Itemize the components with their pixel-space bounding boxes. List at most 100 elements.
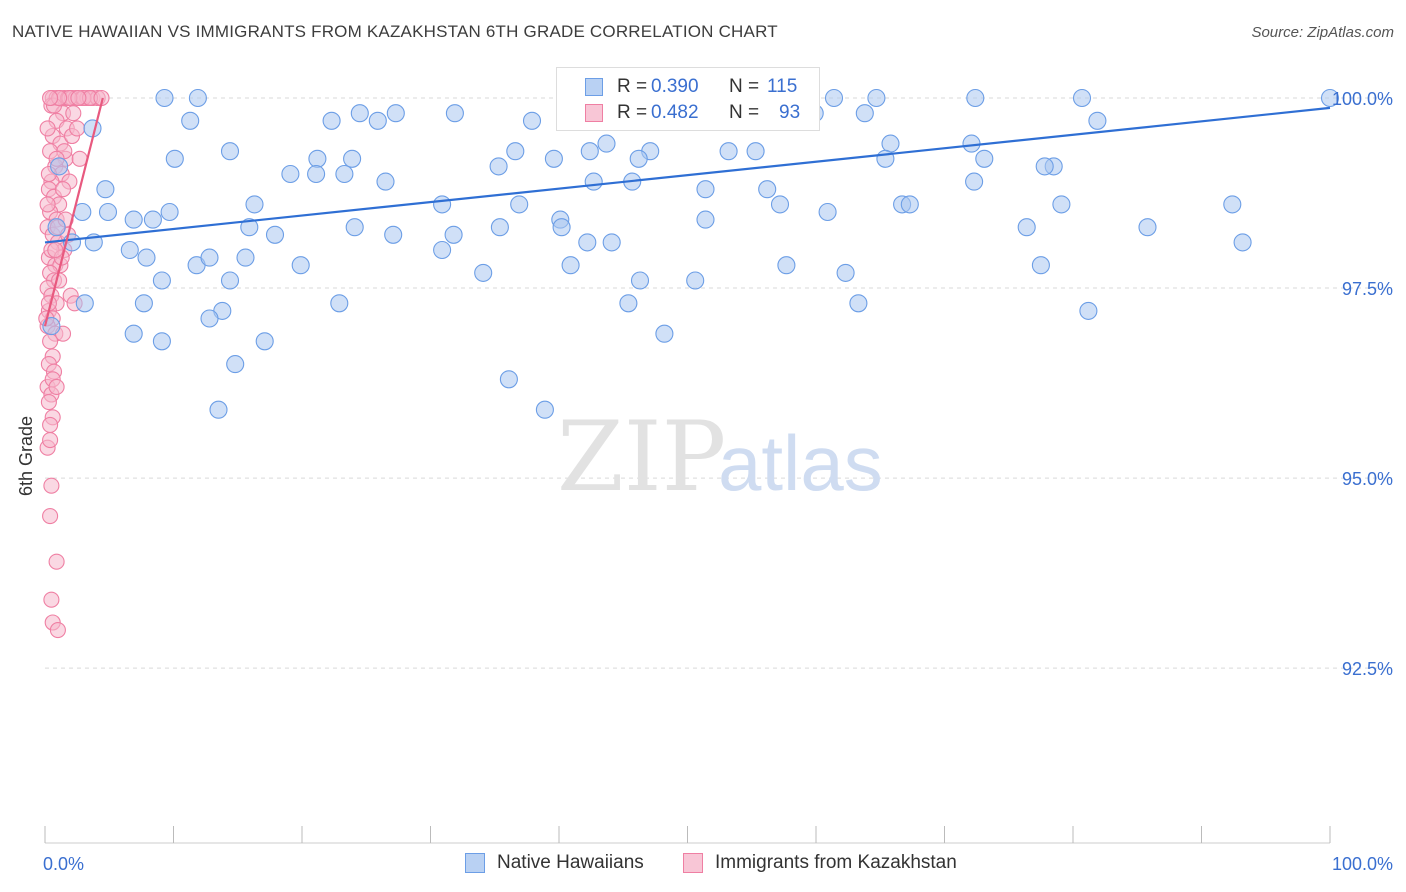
data-point-native-hawaiian bbox=[490, 218, 509, 237]
data-point-native-hawaiian bbox=[345, 218, 364, 237]
data-point-native-hawaiian bbox=[489, 157, 508, 176]
axes bbox=[44, 826, 1331, 844]
data-point-native-hawaiian bbox=[152, 271, 171, 290]
data-point-native-hawaiian bbox=[200, 248, 219, 267]
data-point-kazakhstan bbox=[54, 181, 72, 198]
data-point-native-hawaiian bbox=[719, 142, 738, 161]
series-immigrants-from-kazakhstan bbox=[38, 89, 110, 639]
legend-swatch-blue bbox=[465, 853, 485, 873]
data-point-native-hawaiian bbox=[209, 400, 228, 419]
data-point-native-hawaiian bbox=[696, 180, 715, 199]
data-point-kazakhstan bbox=[48, 553, 65, 570]
data-point-native-hawaiian bbox=[220, 142, 240, 161]
data-point-native-hawaiian bbox=[881, 134, 900, 153]
legend-item-immigrants-from-kazakhstan: Immigrants from Kazakhstan bbox=[683, 852, 957, 874]
data-point-kazakhstan bbox=[43, 477, 60, 494]
data-point-native-hawaiian bbox=[619, 294, 638, 313]
data-point-native-hawaiian bbox=[578, 233, 597, 252]
data-point-native-hawaiian bbox=[188, 88, 207, 108]
data-point-kazakhstan bbox=[47, 241, 64, 259]
data-point-native-hawaiian bbox=[544, 149, 563, 168]
watermark-zip: ZIP bbox=[557, 401, 726, 513]
data-point-native-hawaiian bbox=[124, 210, 143, 229]
data-point-native-hawaiian bbox=[120, 240, 139, 260]
x-tick-label-max: 100.0% bbox=[1332, 854, 1393, 874]
data-point-kazakhstan bbox=[69, 120, 86, 137]
data-point-native-hawaiian bbox=[343, 149, 362, 168]
data-point-native-hawaiian bbox=[384, 225, 403, 244]
data-point-native-hawaiian bbox=[376, 172, 395, 191]
data-point-native-hawaiian bbox=[281, 164, 300, 184]
data-point-native-hawaiian bbox=[265, 225, 285, 244]
data-point-native-hawaiian bbox=[824, 88, 844, 108]
data-point-native-hawaiian bbox=[134, 294, 153, 313]
data-point-native-hawaiian bbox=[96, 180, 115, 199]
data-point-native-hawaiian bbox=[1223, 195, 1242, 214]
data-point-native-hawaiian bbox=[433, 240, 452, 260]
data-point-native-hawaiian bbox=[386, 104, 405, 123]
data-point-native-hawaiian bbox=[1233, 233, 1252, 252]
data-point-native-hawaiian bbox=[98, 202, 118, 222]
data-point-native-hawaiian bbox=[561, 256, 580, 275]
data-point-kazakhstan bbox=[40, 394, 57, 411]
data-point-native-hawaiian bbox=[245, 195, 264, 214]
y-tick-label: 97.5% bbox=[1342, 279, 1393, 299]
data-point-native-hawaiian bbox=[770, 195, 790, 214]
data-point-native-hawaiian bbox=[155, 88, 174, 108]
data-point-native-hawaiian bbox=[240, 218, 259, 237]
r-value: 0.390 bbox=[651, 76, 699, 97]
data-point-kazakhstan bbox=[49, 622, 66, 639]
data-point-kazakhstan bbox=[39, 120, 56, 137]
data-point-native-hawaiian bbox=[552, 218, 571, 237]
data-point-native-hawaiian bbox=[474, 263, 493, 282]
data-point-native-hawaiian bbox=[867, 88, 886, 108]
data-point-native-hawaiian bbox=[962, 134, 981, 153]
data-point-native-hawaiian bbox=[630, 271, 650, 290]
legend-label: Immigrants from Kazakhstan bbox=[715, 852, 957, 873]
data-point-native-hawaiian bbox=[220, 271, 240, 290]
data-point-native-hawaiian bbox=[535, 400, 554, 419]
data-point-native-hawaiian bbox=[818, 202, 837, 222]
n-value: 93 bbox=[779, 102, 801, 123]
data-point-kazakhstan bbox=[70, 89, 87, 107]
data-point-native-hawaiian bbox=[975, 149, 994, 168]
trend-line-native-hawaiians bbox=[44, 106, 1331, 244]
data-point-native-hawaiian bbox=[584, 172, 603, 191]
legend-swatch-blue bbox=[585, 78, 603, 96]
legend-swatch-pink bbox=[585, 104, 603, 122]
data-point-native-hawaiian bbox=[330, 294, 349, 313]
data-point-native-hawaiian bbox=[445, 104, 464, 123]
data-point-native-hawaiian bbox=[322, 111, 341, 130]
y-tick-label: 92.5% bbox=[1342, 659, 1393, 679]
data-point-native-hawaiian bbox=[444, 225, 463, 244]
n-label: N = bbox=[729, 102, 760, 123]
data-point-kazakhstan bbox=[42, 416, 59, 433]
data-point-native-hawaiian bbox=[746, 142, 765, 161]
data-point-kazakhstan bbox=[42, 89, 59, 107]
data-point-native-hawaiian bbox=[350, 104, 369, 123]
trend-lines bbox=[43, 97, 1331, 327]
data-point-native-hawaiian bbox=[47, 218, 66, 237]
tick-labels: 92.5% 95.0% 97.5% 100.0% 0.0% 100.0% bbox=[43, 89, 1393, 874]
data-point-native-hawaiian bbox=[124, 324, 143, 343]
legend-label: Native Hawaiians bbox=[497, 852, 644, 873]
data-point-native-hawaiian bbox=[686, 271, 705, 290]
data-point-native-hawaiian bbox=[137, 248, 156, 267]
data-point-native-hawaiian bbox=[900, 195, 919, 214]
data-point-kazakhstan bbox=[42, 508, 59, 525]
correlation-legend: R = 0.390 N = 115 R = 0.482 N = 93 bbox=[556, 67, 820, 131]
gridlines bbox=[45, 97, 1392, 669]
x-tick-label-min: 0.0% bbox=[43, 854, 84, 874]
data-point-native-hawaiian bbox=[836, 263, 855, 282]
data-point-native-hawaiian bbox=[335, 164, 354, 184]
y-axis-label: 6th Grade bbox=[16, 416, 36, 496]
data-point-native-hawaiian bbox=[368, 111, 387, 130]
data-point-native-hawaiian bbox=[758, 180, 777, 199]
legend-swatch-pink bbox=[683, 853, 703, 873]
data-point-native-hawaiian bbox=[696, 210, 715, 229]
data-point-native-hawaiian bbox=[236, 248, 255, 267]
data-point-native-hawaiian bbox=[152, 332, 171, 351]
data-point-native-hawaiian bbox=[777, 256, 796, 275]
chart-title: NATIVE HAWAIIAN VS IMMIGRANTS FROM KAZAK… bbox=[12, 22, 778, 41]
data-point-native-hawaiian bbox=[580, 142, 599, 161]
